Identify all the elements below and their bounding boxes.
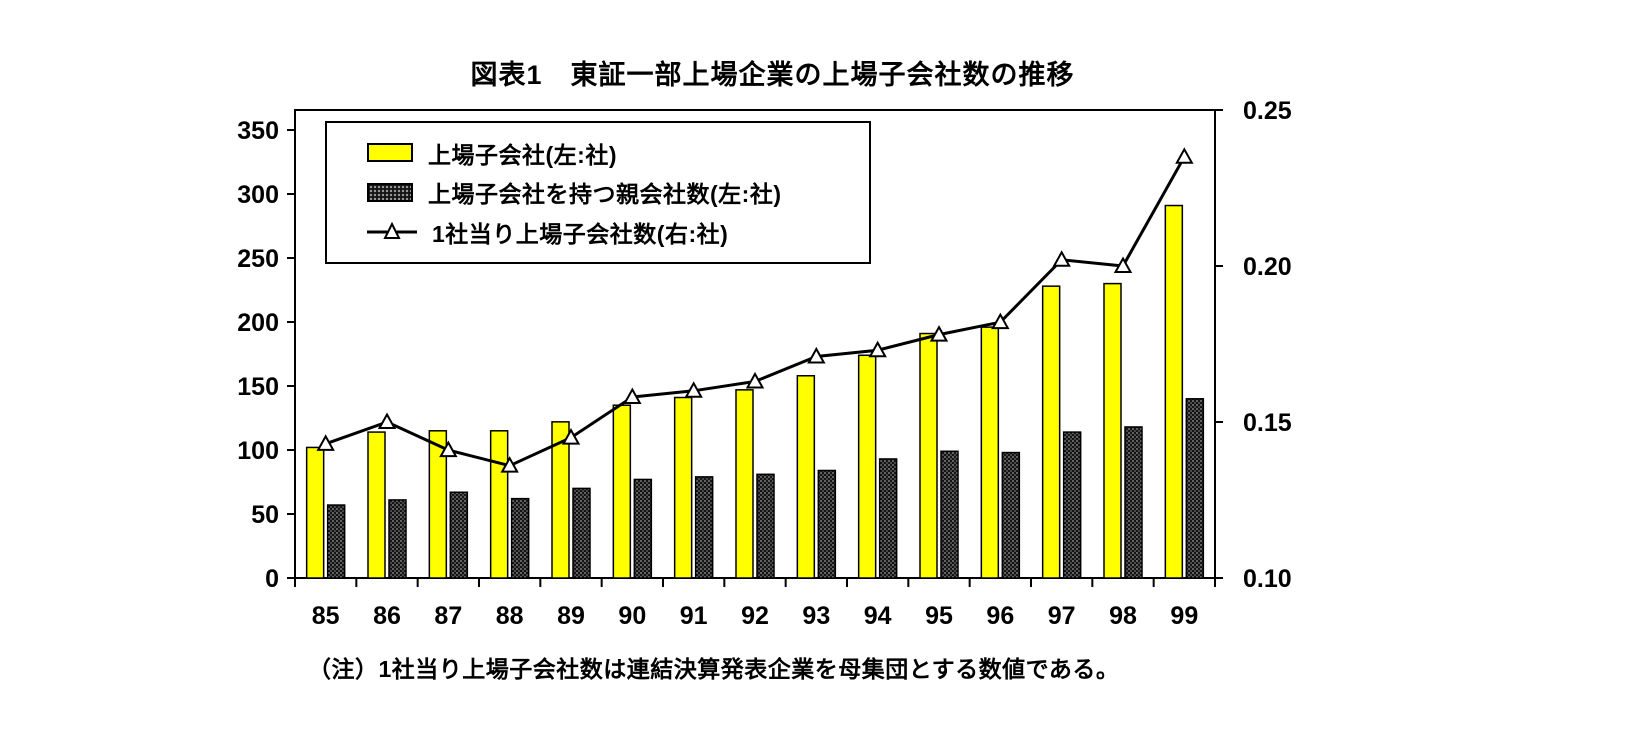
bar-listed-subsidiaries xyxy=(1041,285,1061,579)
bar-listed-subsidiaries xyxy=(612,404,632,579)
bar-listed-subsidiaries xyxy=(551,421,570,579)
x-axis-label: 95 xyxy=(925,602,953,630)
yellow-bar-swatch-icon xyxy=(367,143,413,163)
legend-label-parents: 上場子会社を持つ親会社数(左:社) xyxy=(428,181,782,208)
triangle-marker-icon xyxy=(439,440,458,458)
bar-parent-companies xyxy=(694,476,714,579)
x-axis-label: 98 xyxy=(1109,602,1137,630)
chart-note: （注）1社当り上場子会社数は連結決算発表企業を母集団とする数値である。 xyxy=(308,656,1120,682)
bar-listed-subsidiaries xyxy=(735,389,754,579)
legend-item-per-company: 1社当り上場子会社数(右:社) xyxy=(367,215,859,249)
x-axis-label: 85 xyxy=(312,602,340,630)
triangle-marker-icon xyxy=(377,412,397,429)
right-axis-label: 0.20 xyxy=(1243,253,1292,281)
bar-listed-subsidiaries xyxy=(857,354,877,579)
bar-listed-subsidiaries xyxy=(673,396,693,579)
left-axis-label: 200 xyxy=(237,309,279,337)
bar-listed-subsidiaries xyxy=(796,375,816,579)
bar-parent-companies xyxy=(1001,451,1021,579)
triangle-line-swatch-icon xyxy=(367,221,417,240)
left-axis-label: 100 xyxy=(237,437,279,465)
x-axis-label: 89 xyxy=(557,602,585,630)
triangle-marker-icon xyxy=(1113,256,1133,273)
triangle-marker-icon xyxy=(807,346,826,364)
right-axis-label: 0.25 xyxy=(1243,97,1292,125)
bar-parent-companies xyxy=(1185,398,1205,579)
bar-parent-companies xyxy=(817,469,837,579)
triangle-marker-icon xyxy=(929,325,949,342)
bar-listed-subsidiaries xyxy=(367,431,386,579)
x-axis-label: 88 xyxy=(496,602,524,630)
x-axis-label: 86 xyxy=(373,602,401,630)
bar-parent-companies xyxy=(572,487,591,579)
triangle-marker-icon xyxy=(316,434,335,451)
triangle-marker-icon xyxy=(623,387,642,405)
legend-label-subsidiaries: 上場子会社(左:社) xyxy=(428,141,617,168)
left-axis-label: 150 xyxy=(237,373,279,401)
bar-parent-companies xyxy=(449,491,469,579)
bar-parent-companies xyxy=(326,504,346,579)
bar-listed-subsidiaries xyxy=(919,332,938,579)
triangle-marker-icon xyxy=(991,312,1010,330)
x-axis-label: 99 xyxy=(1170,602,1198,630)
x-axis-label: 96 xyxy=(986,602,1014,630)
bar-listed-subsidiaries xyxy=(489,430,509,579)
left-axis-label: 0 xyxy=(265,565,279,593)
bar-listed-subsidiaries xyxy=(980,326,1000,579)
bar-parent-companies xyxy=(1062,431,1082,579)
bar-listed-subsidiaries xyxy=(428,430,448,579)
triangle-marker-icon xyxy=(745,371,765,389)
x-axis-label: 93 xyxy=(802,602,830,630)
triangle-marker-icon xyxy=(1175,147,1194,164)
x-axis-label: 92 xyxy=(741,602,769,630)
legend-item-subsidiaries: 上場子会社(左:社) xyxy=(367,136,859,170)
left-axis-label: 300 xyxy=(237,181,279,209)
bar-listed-subsidiaries xyxy=(1103,282,1122,579)
x-axis-label: 87 xyxy=(434,602,462,630)
left-axis-label: 350 xyxy=(237,117,279,145)
bar-parent-companies xyxy=(756,473,775,579)
triangle-marker-icon xyxy=(561,428,581,445)
right-axis-label: 0.15 xyxy=(1243,409,1292,437)
bar-parent-companies xyxy=(1124,426,1143,579)
left-axis-label: 50 xyxy=(251,501,279,529)
triangle-marker-icon xyxy=(1052,250,1071,267)
bar-parent-companies xyxy=(878,458,898,579)
bar-parent-companies xyxy=(633,478,653,579)
right-axis-label: 0.10 xyxy=(1243,565,1292,593)
legend-item-parents: 上場子会社を持つ親会社数(左:社) xyxy=(367,175,859,209)
x-axis-label: 94 xyxy=(864,602,892,630)
bar-parent-companies xyxy=(510,497,530,579)
triangle-marker-icon xyxy=(500,456,519,473)
chart-legend: 上場子会社(左:社) 上場子会社を持つ親会社数(左:社) 1社当り上場子会社数(… xyxy=(325,121,871,264)
bar-listed-subsidiaries xyxy=(1164,204,1184,579)
triangle-marker-icon xyxy=(684,381,703,398)
triangle-marker-icon xyxy=(868,340,887,358)
left-axis-label: 250 xyxy=(237,245,279,273)
x-axis-label: 90 xyxy=(618,602,646,630)
chart-title: 図表1 東証一部上場企業の上場子会社数の推移 xyxy=(470,60,1075,90)
x-axis-label: 97 xyxy=(1048,602,1076,630)
bar-parent-companies xyxy=(940,450,959,579)
plot-frame xyxy=(294,109,1216,579)
bar-parent-companies xyxy=(388,499,407,579)
legend-label-per-company: 1社当り上場子会社数(右:社) xyxy=(432,221,729,248)
bar-listed-subsidiaries xyxy=(305,446,325,579)
x-axis-label: 91 xyxy=(680,602,708,630)
dotted-bar-swatch-icon xyxy=(367,182,413,202)
